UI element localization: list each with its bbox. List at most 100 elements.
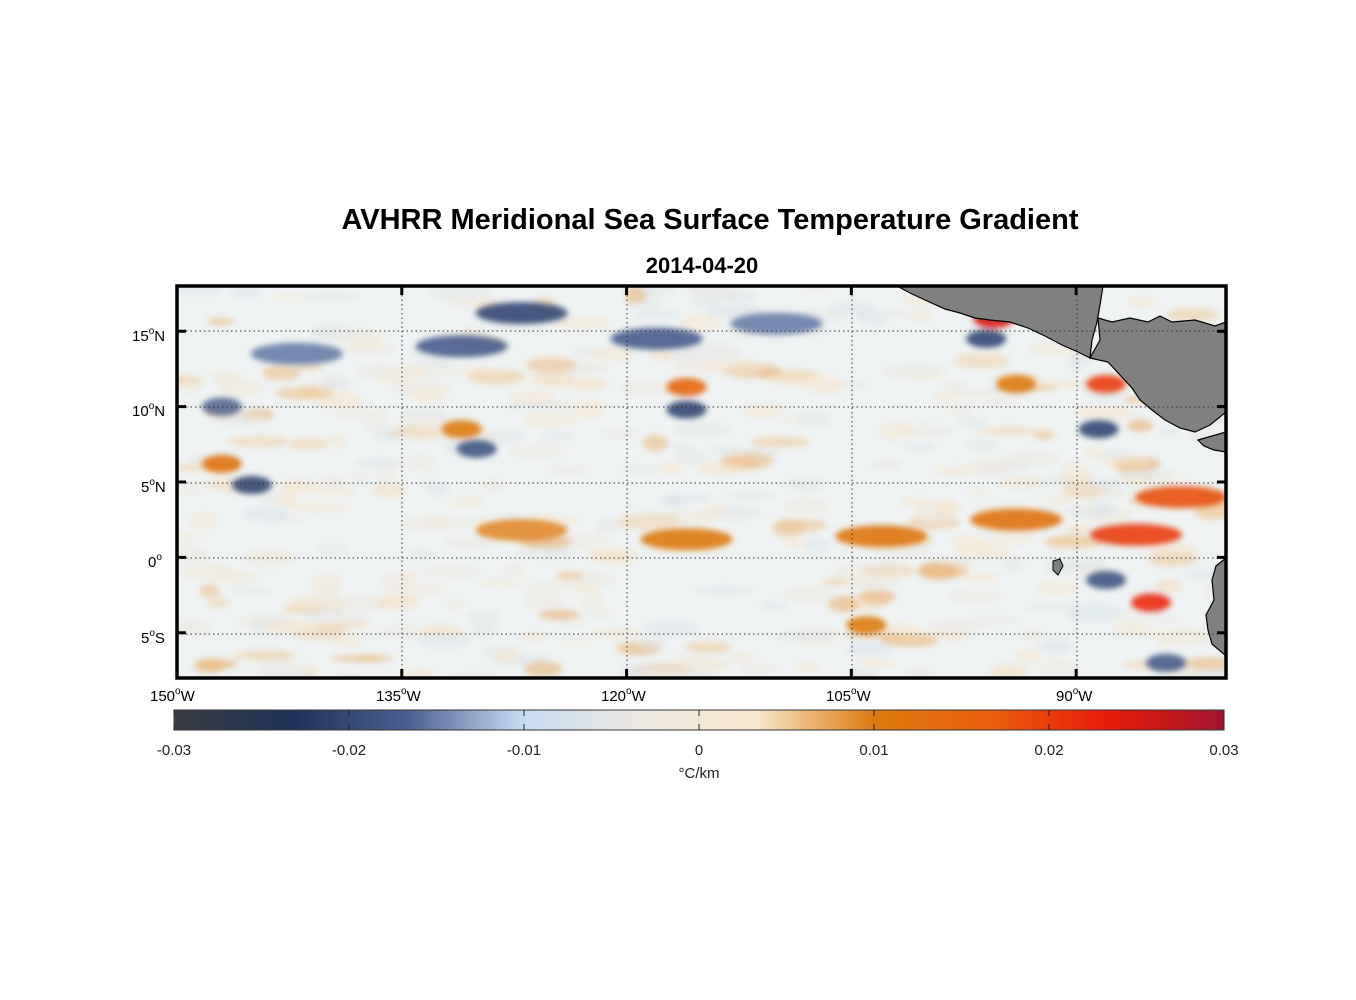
texture-blob	[1036, 580, 1079, 597]
texture-blob	[430, 286, 493, 301]
texture-blob	[415, 356, 451, 368]
texture-blob	[670, 360, 711, 372]
texture-blob	[909, 309, 935, 321]
texture-blob	[595, 547, 638, 565]
texture-blob	[679, 343, 741, 362]
colorbar-units-label: °C/km	[679, 765, 720, 782]
texture-blob	[329, 615, 360, 624]
texture-blob	[850, 577, 902, 586]
colorbar-tick-label: 0.01	[859, 742, 888, 759]
cold-patch	[1086, 571, 1127, 589]
cold-patch	[966, 329, 1007, 348]
texture-blob	[674, 654, 716, 661]
texture-blob	[274, 386, 333, 400]
texture-blob	[903, 443, 936, 452]
texture-blob	[363, 416, 389, 431]
warm-patch	[441, 420, 482, 439]
texture-blob	[319, 377, 343, 391]
texture-blob	[672, 423, 733, 437]
texture-blob	[402, 515, 465, 532]
texture-blob	[1015, 648, 1042, 663]
texture-blob	[871, 459, 902, 471]
texture-blob	[420, 625, 465, 636]
lon-tick-label: 150oW	[150, 686, 196, 705]
texture-blob	[273, 294, 303, 301]
texture-blob	[493, 648, 522, 662]
texture-blob	[177, 533, 205, 541]
texture-blob	[785, 478, 825, 491]
warm-patch	[666, 378, 707, 397]
texture-blob	[314, 545, 349, 553]
texture-blob	[616, 513, 681, 530]
cold-band	[730, 312, 823, 335]
texture-blob	[916, 508, 950, 525]
texture-blob	[318, 474, 347, 493]
texture-blob	[695, 462, 745, 476]
texture-blob	[177, 485, 203, 495]
texture-blob	[538, 609, 581, 621]
texture-blob	[183, 562, 234, 581]
texture-blob	[403, 667, 435, 678]
texture-blob	[620, 381, 681, 396]
cold-patch	[1078, 420, 1119, 439]
texture-blob	[355, 364, 415, 379]
texture-blob	[644, 620, 700, 636]
warm-band	[475, 519, 568, 542]
texture-blob	[634, 309, 682, 320]
texture-blob	[571, 582, 599, 596]
texture-blob	[822, 578, 847, 587]
texture-blob	[531, 370, 574, 387]
land-galapagos	[1052, 558, 1064, 576]
texture-blob	[794, 662, 821, 672]
texture-blob	[242, 506, 289, 522]
texture-blob	[519, 633, 548, 641]
texture-blob	[207, 318, 235, 325]
cold-band	[415, 335, 508, 358]
colorbar-tick-label: 0.03	[1209, 742, 1238, 759]
texture-blob	[1068, 352, 1090, 371]
texture-blob	[1038, 638, 1073, 654]
texture-blob	[700, 358, 764, 375]
texture-blob	[581, 595, 605, 610]
texture-blob	[983, 396, 1029, 405]
texture-blob	[801, 376, 847, 394]
texture-blob	[857, 658, 896, 668]
cold-band	[250, 342, 343, 365]
texture-blob	[988, 527, 1034, 545]
texture-blob	[478, 578, 524, 588]
texture-blob	[967, 488, 991, 496]
texture-blob	[230, 587, 273, 595]
warm-band	[1090, 523, 1183, 546]
chart-subtitle: 2014-04-20	[645, 253, 759, 278]
colorbar-tick-label: -0.03	[157, 742, 191, 759]
colorbar: -0.03 -0.02 -0.01 0 0.01 0.02 0.03 °C/km	[157, 709, 1239, 782]
cold-patch	[456, 439, 497, 458]
texture-blob	[1114, 461, 1146, 475]
texture-blob	[1024, 603, 1080, 611]
texture-blob	[215, 375, 237, 385]
texture-blob	[917, 561, 959, 580]
texture-blob	[320, 622, 370, 629]
texture-blob	[828, 595, 859, 613]
texture-blob	[444, 600, 465, 609]
texture-blob	[586, 609, 616, 617]
texture-blob	[566, 378, 609, 390]
texture-blob	[1113, 618, 1147, 630]
texture-blob	[324, 434, 347, 448]
texture-blob	[556, 571, 584, 579]
texture-blob	[259, 664, 314, 678]
texture-blob	[291, 594, 339, 605]
texture-blob	[963, 616, 1018, 624]
texture-blob	[244, 549, 295, 568]
texture-blob	[348, 474, 371, 482]
texture-blob	[978, 427, 1039, 435]
cold-patch	[1146, 653, 1187, 672]
texture-blob	[724, 491, 777, 499]
texture-blob	[999, 476, 1041, 489]
texture-blob	[706, 505, 728, 514]
texture-blob	[659, 460, 684, 476]
texture-blob	[1148, 551, 1198, 567]
texture-blob	[276, 479, 320, 493]
texture-blob	[969, 457, 1013, 475]
texture-blob	[596, 518, 618, 535]
